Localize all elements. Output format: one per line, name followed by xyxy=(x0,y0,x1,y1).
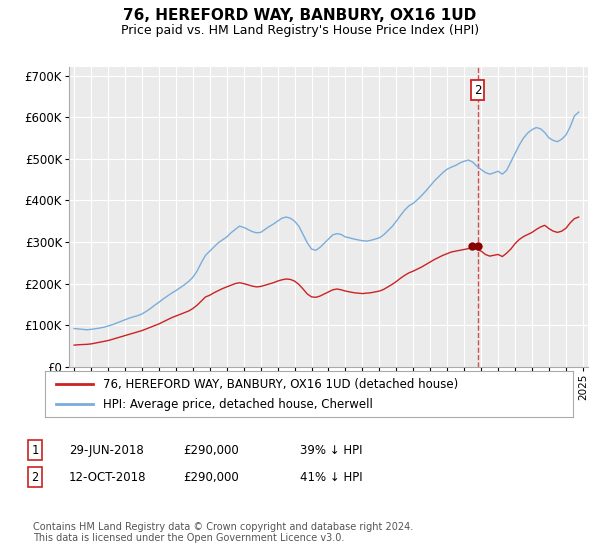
Text: 29-JUN-2018: 29-JUN-2018 xyxy=(69,444,144,457)
Text: £290,000: £290,000 xyxy=(183,444,239,457)
Text: 12-OCT-2018: 12-OCT-2018 xyxy=(69,470,146,484)
Text: 2: 2 xyxy=(474,83,481,96)
Text: 1: 1 xyxy=(31,444,38,457)
Text: 76, HEREFORD WAY, BANBURY, OX16 1UD (detached house): 76, HEREFORD WAY, BANBURY, OX16 1UD (det… xyxy=(103,377,458,391)
Text: Price paid vs. HM Land Registry's House Price Index (HPI): Price paid vs. HM Land Registry's House … xyxy=(121,24,479,36)
Text: This data is licensed under the Open Government Licence v3.0.: This data is licensed under the Open Gov… xyxy=(33,533,344,543)
Text: 76, HEREFORD WAY, BANBURY, OX16 1UD: 76, HEREFORD WAY, BANBURY, OX16 1UD xyxy=(124,8,476,24)
Text: Contains HM Land Registry data © Crown copyright and database right 2024.: Contains HM Land Registry data © Crown c… xyxy=(33,522,413,532)
Text: 41% ↓ HPI: 41% ↓ HPI xyxy=(300,470,362,484)
Text: £290,000: £290,000 xyxy=(183,470,239,484)
Text: HPI: Average price, detached house, Cherwell: HPI: Average price, detached house, Cher… xyxy=(103,398,373,411)
Text: 39% ↓ HPI: 39% ↓ HPI xyxy=(300,444,362,457)
Text: 2: 2 xyxy=(31,470,38,484)
